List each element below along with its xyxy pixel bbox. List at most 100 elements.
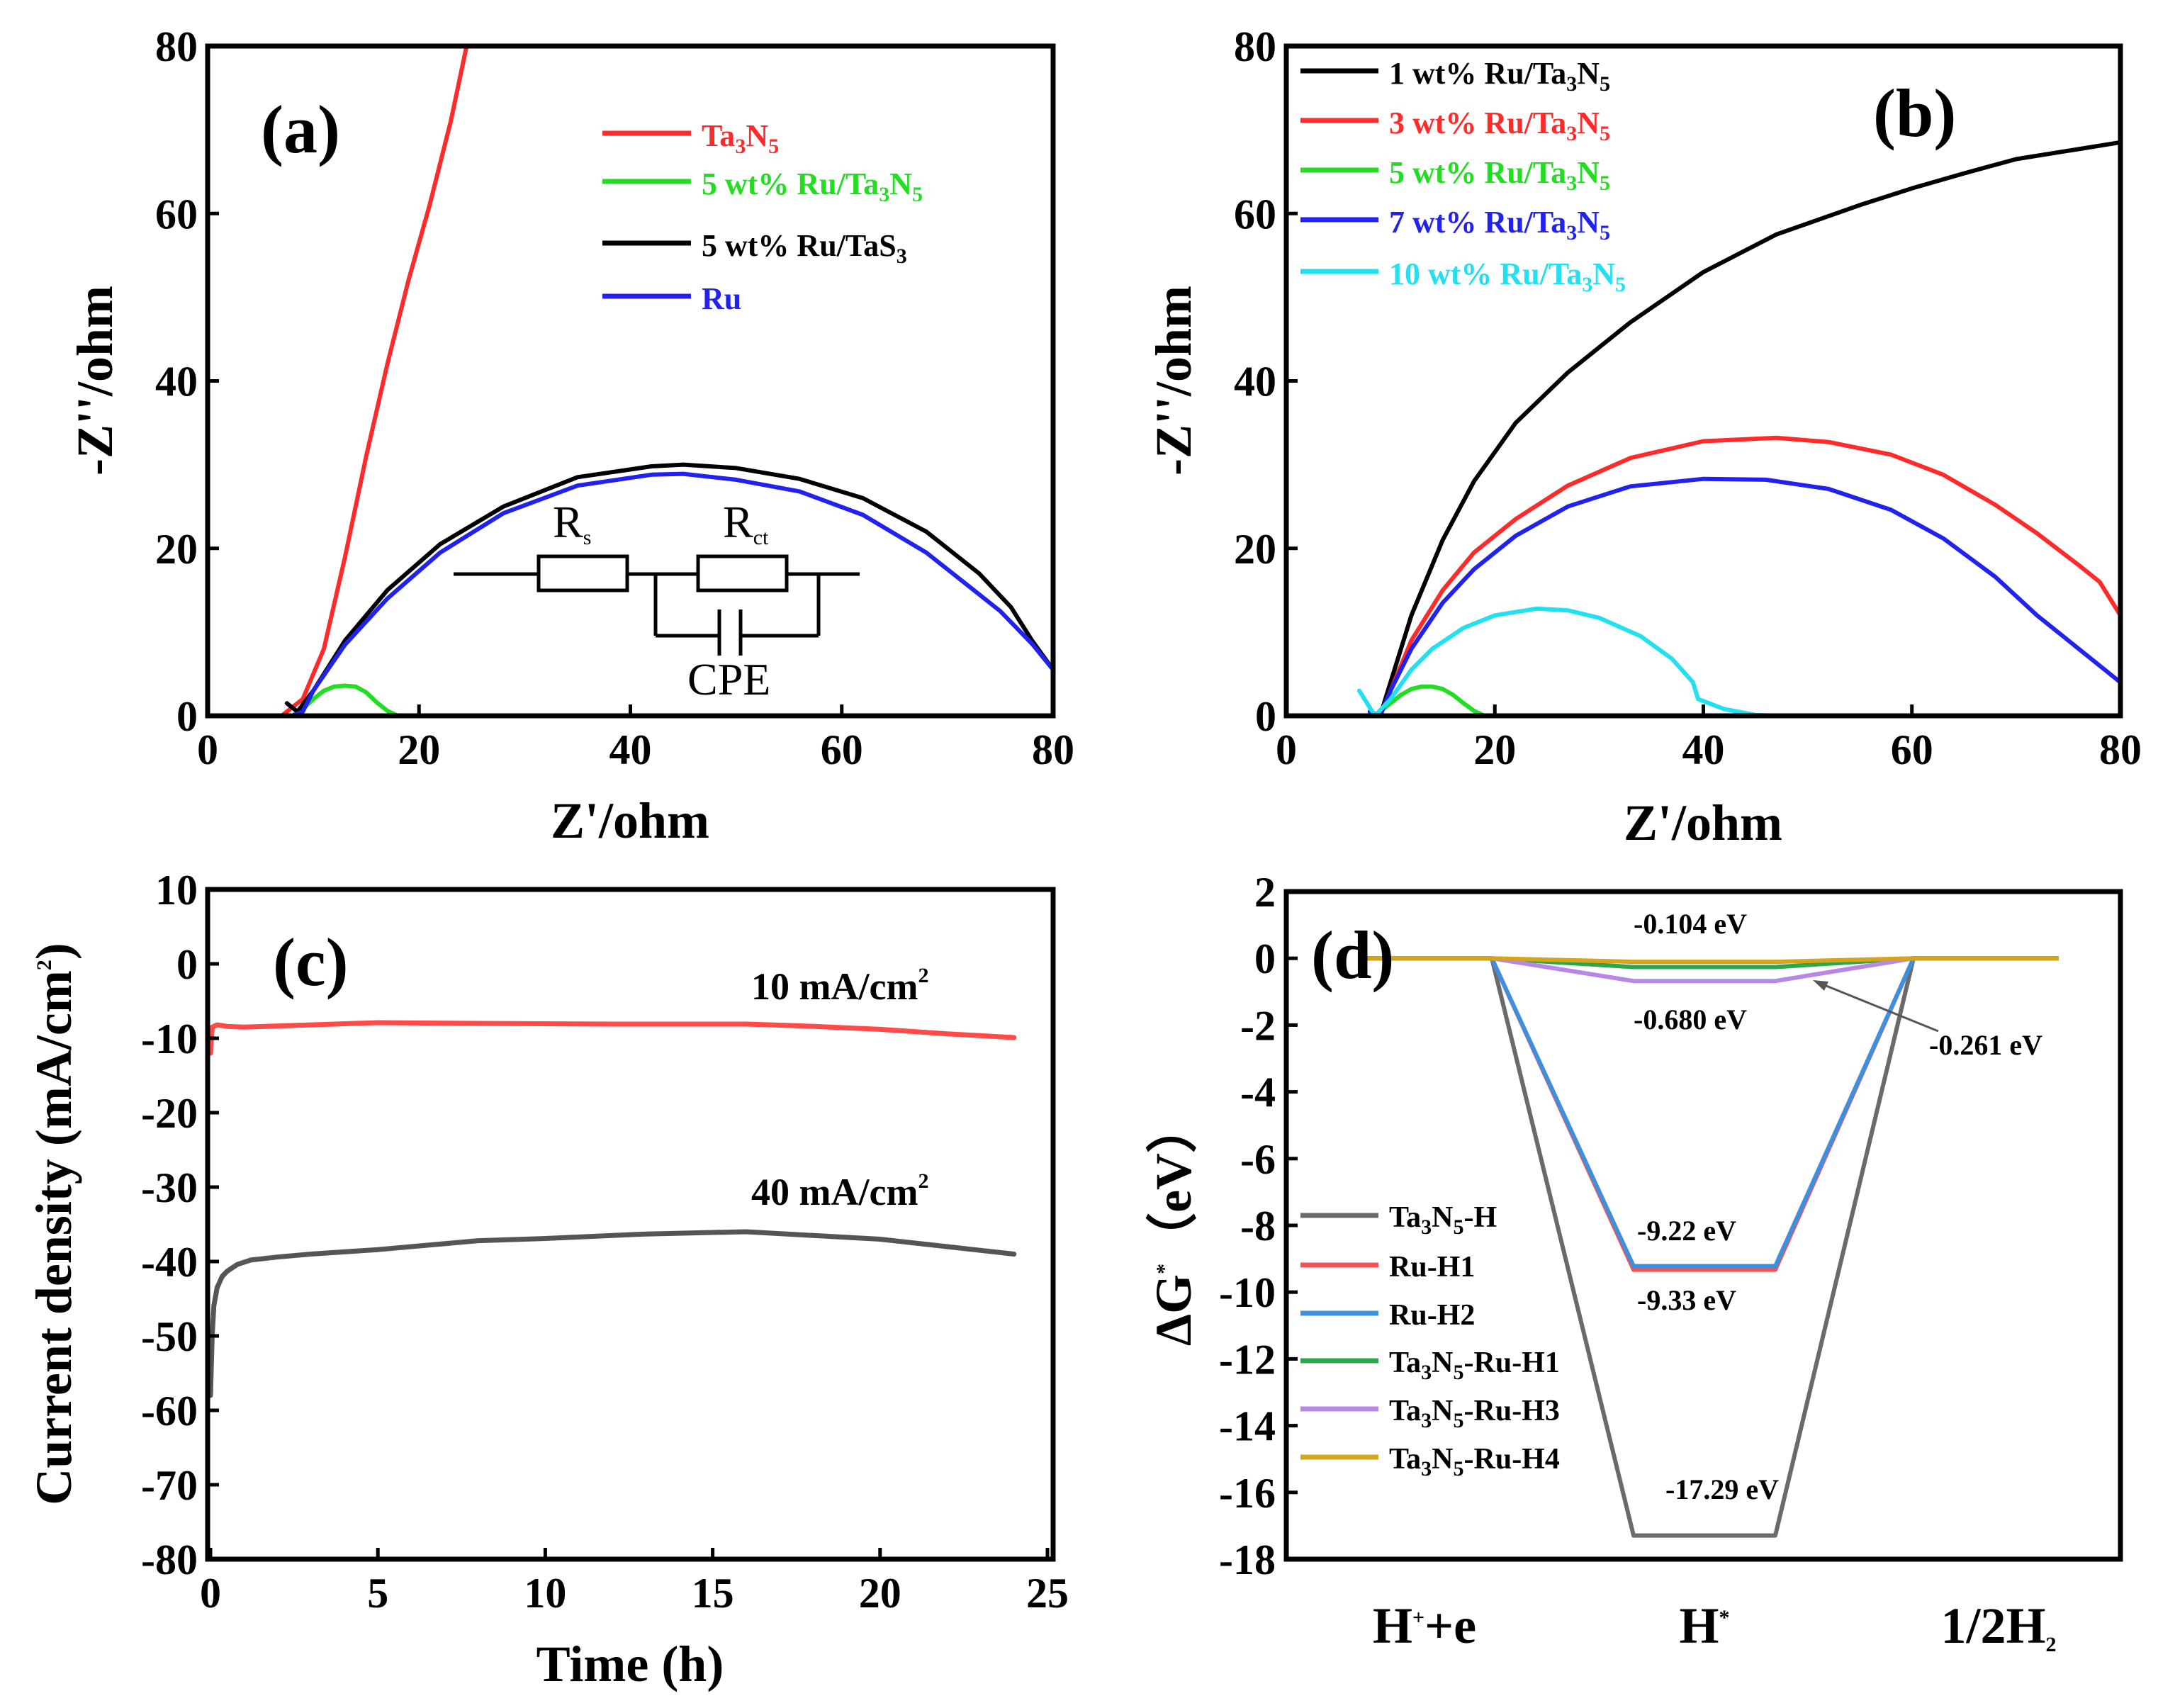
y-tick-label: -80 [141,1536,198,1583]
legend-label: Ru-H1 [1389,1251,1475,1283]
energy-annotation: -0.261 eV [1929,1029,2042,1061]
legend-label: Ta3N5-Ru-H3 [1389,1395,1560,1432]
panel-label: (b) [1873,75,1956,151]
x-axis-label: Z'/ohm [1624,794,1782,851]
x-tick-label: 20 [398,726,440,773]
y-tick-label: -4 [1240,1069,1276,1116]
circuit-label-cpe: CPE [687,654,770,704]
legend-label: 5 wt% Ru/Ta3N5 [1389,155,1610,195]
x-tick-label: 0 [200,1570,221,1617]
y-axis-label: ΔG*（eV） [1145,1102,1202,1346]
legend-label: 5 wt% Ru/TaS3 [702,228,907,268]
panel-label: (a) [261,91,340,167]
energy-annotation: -0.680 eV [1634,1004,1747,1035]
panel-d: 2 0 -2 -4 -6 -8 -10 -12 -14 -16 -18 ΔG*（eV） (d) H+… [1145,869,2123,1656]
x-axis-label: Time (h) [536,1636,724,1692]
x-tick-label: 20 [859,1570,901,1617]
y-tick-label: -8 [1240,1203,1276,1249]
energy-annotation: -9.33 eV [1637,1284,1736,1316]
x-tick-label: 80 [2099,726,2142,773]
legend-label: Ru-H2 [1389,1299,1475,1332]
panel-a: 0 20 40 60 80 0 20 40 60 80 Z'/ohm -Z''/ohm (a) T… [67,23,1074,849]
series-line-2 [1373,684,1487,716]
series-line-0 [208,1020,1017,1056]
y-tick-label: 80 [155,23,198,70]
series-line-1 [290,683,400,716]
y-axis-label: -Z''/ohm [1145,286,1202,476]
y-tick-label: -2 [1240,1002,1276,1049]
x-tick-label: 25 [1026,1570,1069,1617]
legend-label: Ta3N5 [702,118,779,158]
y-tick-label: -10 [141,1016,198,1062]
x-tick-label: 0 [1276,726,1297,773]
y-tick-label: -10 [1219,1269,1276,1316]
x-tick-label: 60 [821,726,863,773]
legend-label: Ta3N5-Ru-H4 [1389,1443,1560,1481]
series-line-1 [208,1229,1017,1398]
legend-label: Ta3N5-H [1389,1201,1497,1239]
legend-label: 10 wt% Ru/Ta3N5 [1389,257,1626,296]
panel-label: (c) [273,924,349,1000]
series-line-0 [279,46,469,716]
y-tick-label: -14 [1219,1403,1276,1450]
equivalent-circuit [454,554,860,656]
legend-label: Ta3N5-Ru-H1 [1389,1347,1560,1384]
annotation-arrow [1815,980,1939,1033]
y-tick-label: -6 [1240,1136,1276,1183]
x-tick-label: 20 [1473,726,1516,773]
y-tick-label: -18 [1219,1536,1276,1583]
y-axis-label: -Z''/ohm [67,286,123,476]
x-tick-label: 15 [692,1570,734,1617]
x-axis-label: Z'/ohm [551,792,709,849]
x-category-label: H* [1679,1597,1729,1654]
x-tick-label: 40 [1682,726,1725,773]
legend-label: Ru [702,281,741,316]
y-tick-label: 10 [155,867,198,914]
series-line-0 [1378,140,2120,716]
y-tick-label: 60 [1234,191,1276,237]
circuit-label-rs: Rs [553,497,591,549]
legend-label: 7 wt% Ru/Ta3N5 [1389,205,1610,245]
energy-annotation: -17.29 eV [1665,1473,1779,1505]
panel-c: 0 5 10 15 20 25 10 0 -10 -20 -30 -40 -50 -60 -70 -80 Ti… [26,867,1069,1692]
series-line-5 [1364,956,2059,965]
y-tick-label: 20 [1234,526,1276,573]
x-category-label: H++e [1373,1597,1476,1654]
y-tick-label: -12 [1219,1336,1276,1383]
annotation-arrowhead [1813,980,1828,991]
panel-b: 0 20 40 60 80 0 20 40 60 80 Z'/ohm -Z''/ohm (b) 1… [1145,23,2142,851]
y-tick-label: 2 [1254,869,1276,916]
y-tick-label: 20 [155,526,198,573]
y-tick-label: -50 [141,1313,198,1360]
legend-label: 5 wt% Ru/Ta3N5 [702,167,923,206]
energy-annotation: -0.104 eV [1634,908,1747,940]
y-tick-label: -16 [1219,1470,1276,1517]
y-axis-label: Current density (mA/cm2) [26,943,82,1505]
x-tick-label: 80 [1032,726,1074,773]
annotation-10ma: 10 mA/cm2 [751,964,928,1008]
y-tick-label: -70 [141,1462,198,1509]
x-tick-label: 0 [197,726,218,773]
x-tick-label: 10 [524,1570,566,1617]
plot-frame [205,887,1056,1562]
series-line-3 [1367,476,2120,716]
circuit-label-rct: Rct [723,497,769,549]
series-line-4 [1357,606,1779,716]
y-tick-label: -60 [141,1388,198,1434]
series-line-3 [290,471,1053,716]
y-tick-label: 0 [1254,936,1276,982]
y-tick-label: 60 [155,191,198,237]
x-tick-label: 40 [609,726,652,773]
y-tick-label: 80 [1234,23,1276,70]
annotation-40ma: 40 mA/cm2 [751,1169,928,1213]
x-tick-label: 60 [1891,726,1933,773]
x-category-label: 1/2H2 [1940,1597,2056,1656]
x-tick-label: 5 [367,1570,388,1617]
y-tick-label: 40 [155,359,198,405]
legend-label: 3 wt% Ru/Ta3N5 [1389,106,1610,145]
y-tick-label: 0 [1255,693,1276,740]
y-tick-label: 0 [176,693,198,740]
energy-annotation: -9.22 eV [1637,1215,1736,1247]
y-tick-label: 0 [176,941,198,988]
